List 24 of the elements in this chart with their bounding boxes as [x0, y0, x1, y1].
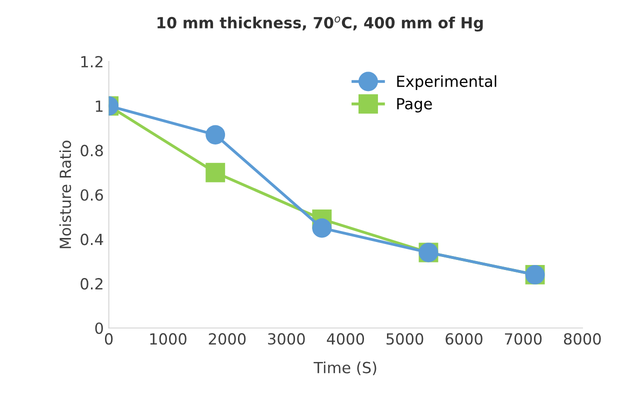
- x-tick-label: 2000: [208, 333, 246, 345]
- chart-title: 10 mm thickness, 70$^{o}$C, 400 mm of Hg: [158, 16, 483, 32]
- point: [312, 218, 332, 238]
- point: [206, 125, 226, 145]
- y-tick-label: 1: [96, 100, 103, 112]
- y-axis-title: Moisture Ratio: [59, 140, 72, 248]
- x-tick-label: 3000: [268, 333, 305, 345]
- y-tick-label: 1.2: [81, 56, 102, 68]
- x-tick-label: 6000: [446, 333, 482, 345]
- x-tick-label: 5000: [386, 333, 424, 345]
- point: [206, 162, 226, 182]
- x-tick-label: 8000: [564, 333, 601, 345]
- x-tick-label: 7000: [505, 333, 542, 345]
- y-tick-label: 0.4: [80, 234, 104, 246]
- y-tick-label: 0.2: [80, 278, 102, 290]
- x-tick-label: 1000: [150, 333, 186, 345]
- x-axis-title: Time (S): [314, 362, 376, 376]
- legend-label: Page: [397, 98, 432, 112]
- legend-label: Experimental: [397, 75, 496, 90]
- y-tick-label: 0.6: [80, 189, 103, 201]
- y-tick-label: 0.8: [80, 144, 103, 156]
- y-tick-label: 0: [95, 322, 103, 334]
- x-tick-label: 0: [104, 333, 113, 345]
- x-tick-label: 4000: [326, 333, 364, 345]
